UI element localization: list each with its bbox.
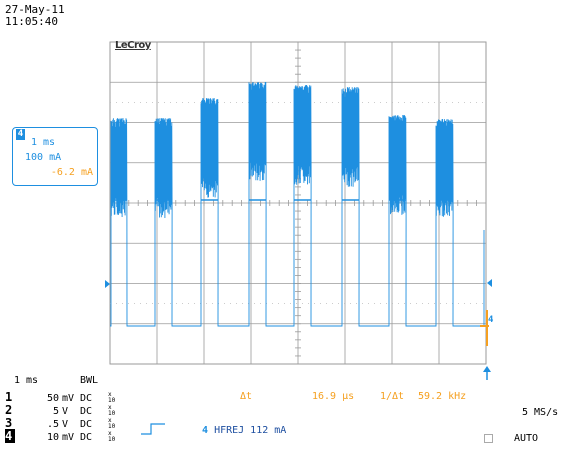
trigger-text: HFREJ 112 mA bbox=[214, 425, 287, 436]
inverse-delta-t-label: 1/Δt bbox=[380, 391, 405, 402]
trace-path bbox=[110, 81, 485, 327]
trigger-edge-icon bbox=[141, 423, 165, 435]
trigger-channel: 4 bbox=[202, 425, 209, 436]
channel-4-descriptor-box[interactable]: 4 1 ms 100 mA -6.2 mA bbox=[12, 127, 98, 186]
frequency-value: 59.2 kHz bbox=[418, 391, 467, 402]
delta-t-label: Δt bbox=[240, 391, 253, 402]
timestamp: 27-May-11 11:05:40 bbox=[5, 4, 65, 28]
channel-offset: -6.2 mA bbox=[50, 167, 93, 178]
timestamp-date: 27-May-11 bbox=[5, 3, 65, 16]
channel-1-row[interactable]: 1 50 mV DC x 10 bbox=[5, 390, 116, 404]
timestamp-time: 11:05:40 bbox=[5, 15, 58, 28]
bwl-label: BWL bbox=[80, 375, 99, 386]
channel-timebase: 1 ms bbox=[31, 137, 56, 148]
channel-3-row[interactable]: 3.5 V DC x 10 bbox=[5, 416, 116, 430]
delta-t-value: 16.9 µs bbox=[312, 391, 355, 402]
mode-indicator-icon bbox=[484, 434, 493, 443]
waveform-trace-channel-4 bbox=[110, 81, 485, 327]
brand-logo: LeCroy bbox=[115, 40, 151, 51]
channel-4-row[interactable]: 4 10 mV DC x 10 bbox=[5, 429, 116, 443]
channel-4-marker-label: 4 bbox=[488, 315, 494, 325]
markers: 4 bbox=[105, 279, 494, 380]
channel-number-badge: 4 bbox=[16, 129, 25, 140]
trigger-setting[interactable]: 4 HFREJ 112 mA bbox=[202, 425, 286, 436]
trigger-level-arrow-icon[interactable] bbox=[487, 279, 492, 287]
sample-rate: 5 MS/s bbox=[522, 407, 559, 418]
ground-marker-icon[interactable] bbox=[105, 280, 110, 288]
channel-2-row[interactable]: 2 5 V DC x 10 bbox=[5, 403, 116, 417]
trigger-mode[interactable]: AUTO bbox=[514, 433, 539, 444]
timebase-label: 1 ms bbox=[14, 375, 39, 386]
trigger-position-arrow-icon[interactable] bbox=[483, 366, 491, 372]
channel-scale: 100 mA bbox=[25, 152, 62, 163]
